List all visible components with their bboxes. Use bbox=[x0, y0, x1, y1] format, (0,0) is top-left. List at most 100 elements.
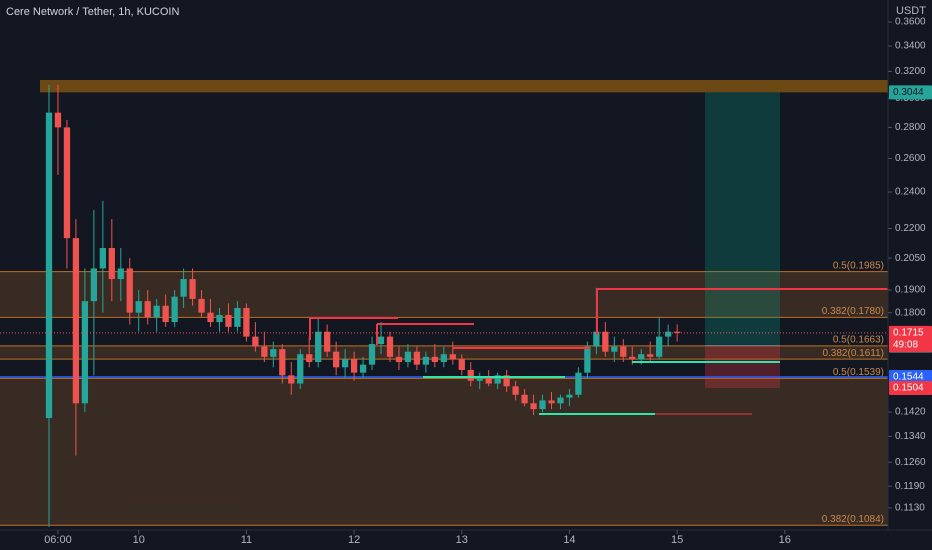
price-label-box bbox=[889, 325, 932, 352]
candle-body bbox=[665, 331, 672, 337]
candle-body bbox=[377, 336, 385, 345]
candles bbox=[0, 84, 888, 527]
candle-body bbox=[602, 331, 609, 352]
candle-body bbox=[368, 344, 376, 365]
y-tick-label: 0.1130 bbox=[895, 502, 925, 513]
candle-body bbox=[476, 378, 483, 381]
candle-body bbox=[297, 354, 304, 384]
candle-body bbox=[413, 351, 421, 365]
candle-body bbox=[252, 336, 259, 347]
y-tick-label: 0.2050 bbox=[895, 253, 926, 264]
candle-body bbox=[306, 354, 313, 363]
candle-body bbox=[449, 354, 456, 360]
price-label: 0.1544 bbox=[893, 372, 924, 383]
candle-body bbox=[620, 346, 627, 357]
candle-body bbox=[467, 369, 474, 381]
candle-body bbox=[288, 375, 295, 384]
candle-body bbox=[485, 378, 492, 384]
axes: 0.36000.34000.32000.30000.28000.26000.24… bbox=[44, 17, 932, 546]
y-tick-label: 0.1190 bbox=[895, 481, 925, 492]
candle-body bbox=[395, 356, 403, 363]
x-tick-label: 15 bbox=[671, 534, 683, 546]
candle-body bbox=[81, 301, 89, 404]
candle-body bbox=[243, 308, 250, 337]
candle-body bbox=[126, 268, 133, 313]
y-tick-label: 0.2400 bbox=[895, 187, 926, 198]
y-tick-label: 0.1260 bbox=[895, 457, 926, 468]
x-tick-label: 13 bbox=[456, 534, 468, 546]
candle-body bbox=[99, 248, 106, 269]
fib-level-label: 0.382(0.1780) bbox=[822, 306, 884, 317]
price-label: 0.1504 bbox=[893, 383, 924, 394]
candle-body bbox=[234, 308, 241, 327]
candle-body bbox=[440, 354, 447, 363]
candle-body bbox=[45, 112, 53, 419]
candle-body bbox=[548, 400, 555, 404]
candle-body bbox=[90, 268, 98, 302]
candle-body bbox=[198, 298, 205, 313]
y-tick-label: 0.1900 bbox=[895, 285, 926, 296]
candle-body bbox=[458, 359, 465, 370]
x-tick-label: 11 bbox=[241, 534, 252, 546]
drawings bbox=[309, 288, 888, 415]
price-label-box bbox=[889, 380, 932, 395]
fib-zone bbox=[0, 378, 888, 526]
fib-level-label: 0.382(0.1611) bbox=[822, 348, 884, 359]
fib-level-label: 0.5(0.1539) bbox=[833, 367, 884, 378]
candle-body bbox=[656, 336, 663, 357]
y-tick-label: 0.2800 bbox=[895, 122, 926, 133]
candle-body bbox=[207, 312, 214, 323]
candle-body bbox=[315, 331, 322, 363]
candle-body bbox=[333, 351, 340, 368]
candle-body bbox=[135, 301, 142, 313]
candle-body bbox=[404, 351, 412, 363]
candle-body bbox=[261, 346, 268, 357]
y-tick-label: 0.1340 bbox=[895, 431, 926, 442]
candle-body bbox=[557, 397, 564, 404]
candle-body bbox=[117, 268, 124, 280]
price-label: 0.3044 bbox=[893, 87, 924, 98]
y-tick-label: 0.1420 bbox=[895, 407, 926, 418]
fib-level-label: 0.5(0.1663) bbox=[833, 334, 884, 345]
candle-body bbox=[638, 354, 645, 360]
chart-title: Cere Network / Tether, 1h, KUCOIN bbox=[6, 6, 179, 18]
candle-body bbox=[108, 248, 115, 280]
y-tick-label: 0.3600 bbox=[895, 17, 926, 28]
x-tick-label: 06:00 bbox=[44, 534, 72, 546]
candle-body bbox=[386, 336, 394, 357]
candle-body bbox=[593, 331, 600, 347]
candle-body bbox=[673, 331, 681, 333]
candle-body bbox=[341, 359, 349, 368]
currency-label: USDT bbox=[896, 5, 926, 17]
candle-body bbox=[216, 314, 223, 323]
countdown: 49:08 bbox=[893, 340, 918, 351]
candle-body bbox=[647, 354, 654, 357]
y-tick-label: 0.1800 bbox=[895, 307, 926, 318]
candle-body bbox=[611, 346, 618, 352]
candle-body bbox=[539, 400, 546, 410]
candle-body bbox=[575, 372, 582, 395]
candle-body bbox=[422, 356, 430, 365]
candle-body bbox=[512, 386, 519, 395]
position-stop bbox=[705, 345, 780, 388]
price-label-box bbox=[889, 85, 932, 100]
candle-body bbox=[189, 279, 196, 299]
resistance-zone bbox=[40, 79, 888, 93]
candle-body bbox=[279, 349, 286, 376]
price-label-box bbox=[889, 369, 932, 384]
x-tick-label: 14 bbox=[563, 534, 575, 546]
x-tick-label: 12 bbox=[348, 534, 360, 546]
candle-body bbox=[153, 305, 160, 318]
candle-body bbox=[521, 394, 528, 404]
candle-body bbox=[324, 331, 331, 352]
candle-body bbox=[359, 364, 367, 373]
candle-body bbox=[431, 356, 438, 363]
candle-body bbox=[180, 279, 187, 297]
x-tick-label: 16 bbox=[779, 534, 791, 546]
position-target bbox=[705, 92, 780, 346]
candle-body bbox=[584, 346, 591, 373]
candle-body bbox=[162, 305, 169, 323]
candle-body bbox=[629, 356, 636, 360]
candle-body bbox=[54, 112, 62, 128]
